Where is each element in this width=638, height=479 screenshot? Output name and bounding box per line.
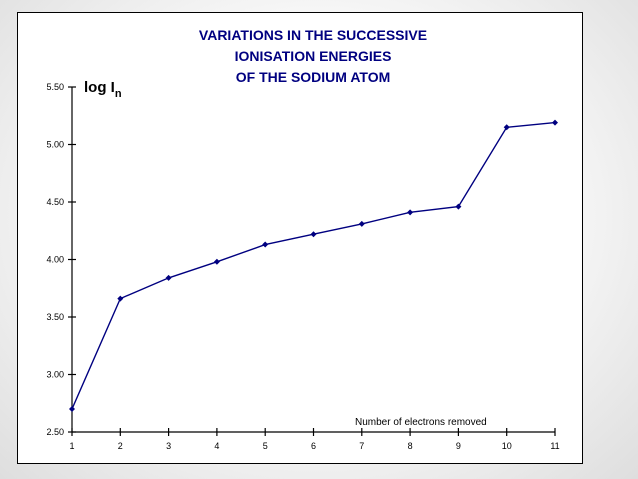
y-tick-label: 4.00 — [46, 255, 64, 265]
chart-title-line-3: OF THE SODIUM ATOM — [236, 69, 391, 85]
x-tick-label: 4 — [214, 441, 219, 451]
data-point-marker — [455, 203, 462, 210]
data-point-marker — [165, 274, 172, 281]
series-polyline — [71, 121, 556, 410]
data-point-marker — [358, 220, 365, 227]
chart-title-line-2: IONISATION ENERGIES — [235, 48, 392, 64]
x-tick-label: 1 — [69, 441, 74, 451]
data-point-marker — [310, 231, 317, 238]
series-line — [69, 119, 558, 412]
data-point-marker — [69, 406, 75, 412]
y-tick-label: 2.50 — [46, 427, 64, 437]
data-point-marker — [503, 124, 510, 131]
chart-area — [17, 12, 583, 464]
x-tick-label: 9 — [456, 441, 461, 451]
y-axis-label-subscript: n — [115, 88, 122, 100]
data-point-marker — [117, 295, 124, 302]
x-tick-label: 10 — [502, 441, 512, 451]
y-tick-label: 4.50 — [46, 197, 64, 207]
y-tick-label: 3.50 — [46, 312, 64, 322]
x-tick-label: 5 — [263, 441, 268, 451]
y-axis-label-main: log I — [84, 79, 115, 96]
y-tick-label: 5.00 — [46, 140, 64, 150]
x-tick-label: 6 — [311, 441, 316, 451]
x-tick-label: 11 — [550, 441, 559, 451]
y-tick-label: 3.00 — [46, 370, 64, 380]
chart-title-line-1: VARIATIONS IN THE SUCCESSIVE — [199, 27, 427, 43]
x-tick-label: 8 — [408, 441, 413, 451]
axes: 2.50 3.00 3.50 4.00 4.50 5.00 5.50 1 2 3 4 5 6 7 8 9 10 1… — [46, 82, 559, 451]
y-tick-label: 5.50 — [46, 82, 64, 92]
data-point-marker — [262, 241, 269, 248]
data-point-marker — [213, 258, 220, 265]
x-tick-label: 7 — [359, 441, 364, 451]
x-tick-label: 3 — [166, 441, 171, 451]
x-tick-label: 2 — [118, 441, 123, 451]
x-axis-label: Number of electrons removed — [355, 417, 487, 428]
data-point-marker — [552, 119, 558, 126]
data-point-marker — [407, 209, 414, 216]
y-axis-label: log In — [84, 79, 122, 100]
